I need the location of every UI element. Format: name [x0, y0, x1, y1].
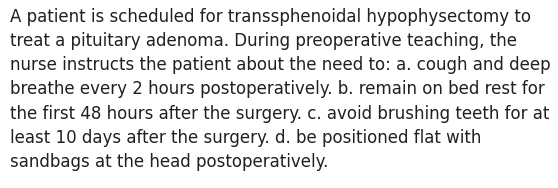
Text: A patient is scheduled for transsphenoidal hypophysectomy to
treat a pituitary a: A patient is scheduled for transsphenoid…: [10, 8, 551, 171]
